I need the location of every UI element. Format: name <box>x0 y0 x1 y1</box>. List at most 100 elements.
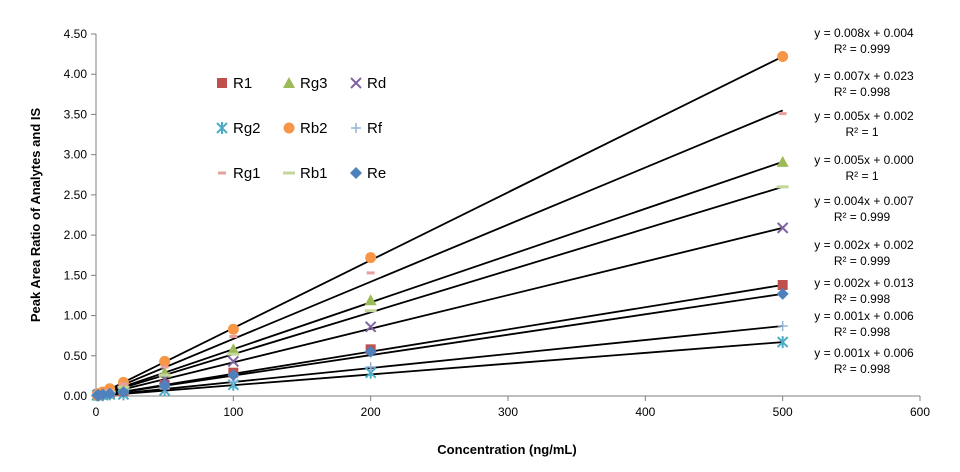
legend-label: Rd <box>367 75 386 92</box>
legend-marker <box>216 122 228 134</box>
y-tick-label: 0.50 <box>64 349 88 363</box>
legend-marker <box>283 171 295 175</box>
x-tick-label: 500 <box>773 405 793 419</box>
legend-item-rb2: Rb2 <box>283 120 328 137</box>
trendline-equation: y = 0.005x + 0.000 <box>814 153 914 167</box>
data-point <box>227 369 240 382</box>
x-tick-label: 0 <box>93 405 100 419</box>
data-point <box>227 355 240 368</box>
trendline <box>95 284 783 397</box>
trendline <box>95 185 783 397</box>
data-point <box>119 382 128 386</box>
y-tick-label: 2.50 <box>64 188 88 202</box>
legend-label: Re <box>367 165 386 182</box>
trendline <box>95 325 783 397</box>
legend-item-rg2: Rg2 <box>216 120 261 137</box>
data-point <box>365 252 377 264</box>
data-point <box>776 155 789 167</box>
y-tick-label: 4.00 <box>64 67 88 81</box>
trendline-equation: y = 0.007x + 0.023 <box>814 69 914 83</box>
data-point <box>158 373 171 377</box>
series-re <box>91 287 789 402</box>
data-point <box>227 343 240 355</box>
data-point <box>776 185 789 189</box>
trendline-equation: y = 0.001x + 0.006 <box>814 346 914 360</box>
data-point <box>227 352 240 356</box>
legend-label: Rf <box>367 120 383 137</box>
trendlines <box>95 55 784 397</box>
x-tick-label: 600 <box>910 405 930 419</box>
data-point <box>158 379 171 392</box>
x-axis-label: Concentration (ng/mL) <box>437 442 576 457</box>
legend-marker <box>217 78 227 88</box>
trendline-r2: R² = 0.999 <box>834 254 891 268</box>
legend-item-re: Re <box>350 165 386 182</box>
y-tick-label: 0.00 <box>64 389 88 403</box>
data-point <box>776 222 789 234</box>
trendline-r2: R² = 0.998 <box>834 292 891 306</box>
data-point <box>776 287 789 300</box>
x-tick-label: 100 <box>223 405 243 419</box>
legend-label: Rg3 <box>300 75 328 92</box>
legend-marker <box>283 122 295 134</box>
legend-marker <box>350 167 362 179</box>
y-axis-label: Peak Area Ratio of Analytes and IS <box>28 108 43 323</box>
legend-item-rg1: Rg1 <box>218 165 261 182</box>
x-tick-label: 200 <box>361 405 381 419</box>
data-point <box>227 323 239 335</box>
trendline-r2: R² = 0.999 <box>834 42 891 56</box>
legend-item-r1: R1 <box>217 75 252 92</box>
legend-label: Rb2 <box>300 120 328 137</box>
legend-item-rf: Rf <box>351 120 383 137</box>
legend-label: Rg2 <box>233 120 261 137</box>
y-tick-label: 3.50 <box>64 107 88 121</box>
legend-item-rg3: Rg3 <box>283 75 328 92</box>
legend-item-rd: Rd <box>350 75 386 92</box>
legend: R1 Rg3 Rd Rg2 Rb2 Rf Rg1 Rb1 Re <box>216 75 386 182</box>
y-tick-label: 3.00 <box>64 148 88 162</box>
legend-label: Rg1 <box>233 165 261 182</box>
x-tick-label: 400 <box>635 405 655 419</box>
trendline-equation: y = 0.008x + 0.004 <box>814 26 914 40</box>
trendline-equation: y = 0.005x + 0.002 <box>814 109 914 123</box>
data-point <box>364 321 377 333</box>
y-tick-label: 4.50 <box>64 27 88 41</box>
legend-marker <box>350 77 362 89</box>
data-point <box>160 365 169 369</box>
data-points <box>91 51 789 402</box>
trendline-r2: R² = 0.998 <box>834 362 891 376</box>
data-point <box>229 334 238 338</box>
data-point <box>364 309 377 313</box>
data-point <box>777 279 788 290</box>
trendline <box>95 109 784 397</box>
data-point <box>159 355 171 367</box>
trendline-r2: R² = 0.998 <box>834 325 891 339</box>
trendline-equation: y = 0.001x + 0.006 <box>814 309 914 323</box>
data-point <box>777 51 789 63</box>
trendline <box>95 341 783 397</box>
legend-marker <box>283 77 295 88</box>
x-tick-label: 300 <box>498 405 518 419</box>
data-point <box>777 321 788 332</box>
trendline-equation: y = 0.002x + 0.013 <box>814 276 914 290</box>
trendline <box>95 292 783 397</box>
trendline <box>95 55 784 397</box>
data-point <box>776 336 789 349</box>
legend-label: R1 <box>233 75 252 92</box>
data-point <box>117 385 130 398</box>
trendline-equations: y = 0.008x + 0.004 R² = 0.999 y = 0.007x +… <box>814 26 914 376</box>
data-point <box>366 271 375 275</box>
trendline-equation: y = 0.004x + 0.007 <box>814 194 914 208</box>
y-tick-label: 1.50 <box>64 268 88 282</box>
y-tick-label: 2.00 <box>64 228 88 242</box>
legend-marker <box>218 171 226 175</box>
data-point <box>365 362 376 373</box>
data-point <box>364 294 377 306</box>
trendline-r2: R² = 0.998 <box>834 85 891 99</box>
trendline <box>95 161 783 397</box>
trendline-equation: y = 0.002x + 0.002 <box>814 238 914 252</box>
data-point <box>778 112 787 116</box>
legend-label: Rb1 <box>300 165 328 182</box>
trendline <box>95 226 783 397</box>
